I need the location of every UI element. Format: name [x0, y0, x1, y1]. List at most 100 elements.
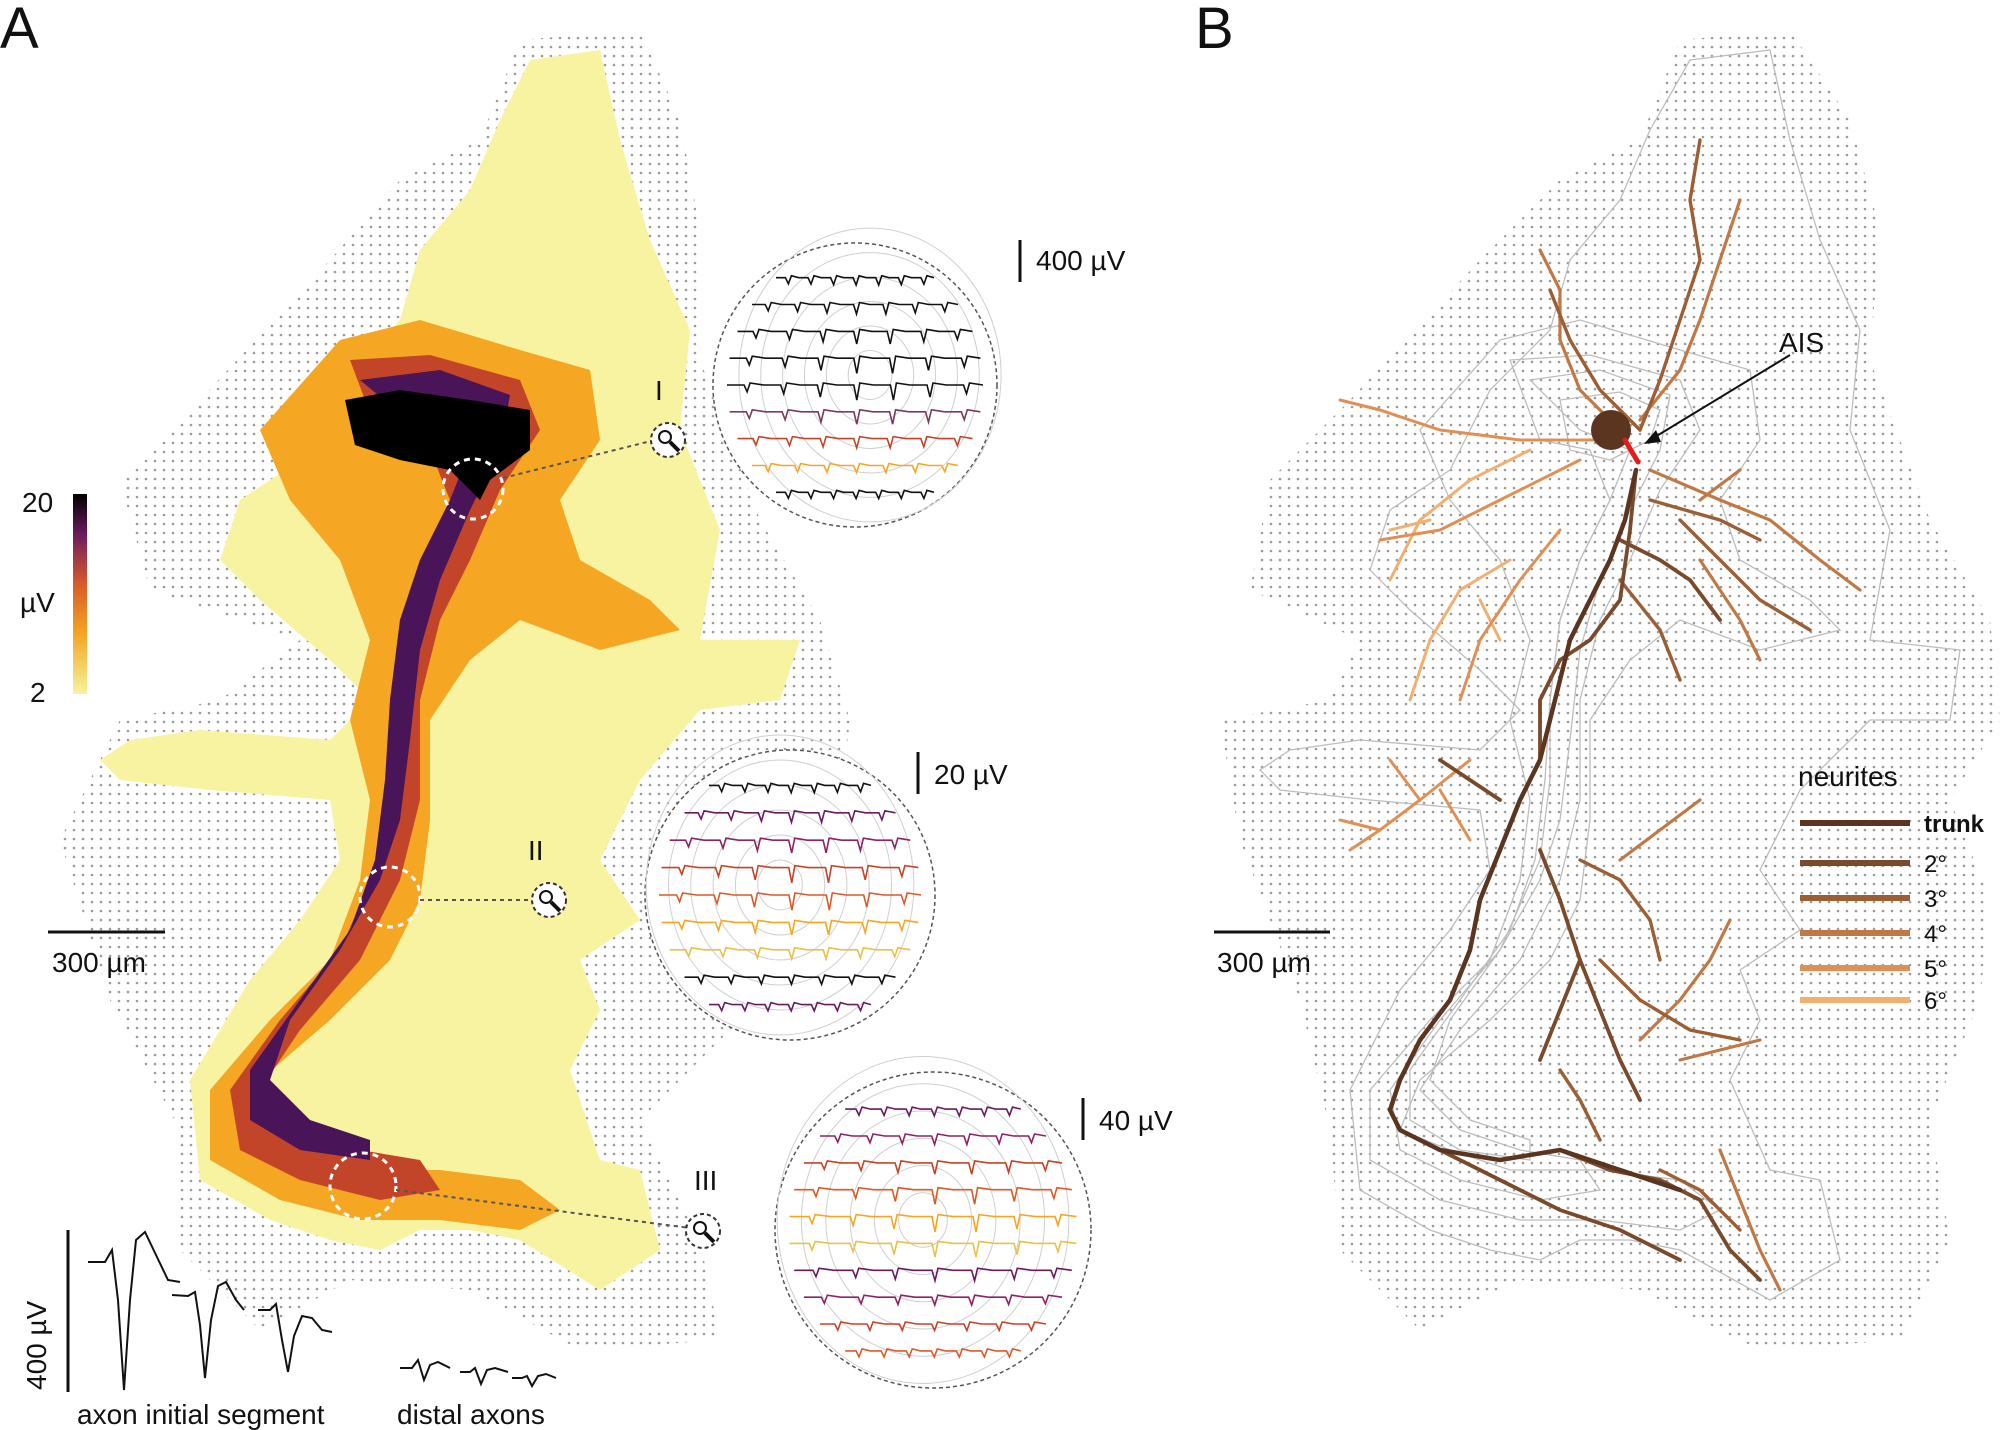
soma — [1591, 410, 1631, 450]
inset-label-ii: II — [528, 835, 544, 866]
scale-bar-a-label: 300 µm — [52, 947, 146, 978]
legend-label-6: 6° — [1924, 988, 1947, 1015]
heatmap-layer-mid — [210, 320, 680, 1230]
inset-trace-row — [661, 864, 919, 883]
legend-label-2: 2° — [1924, 851, 1947, 878]
inset-trace-row — [729, 408, 981, 426]
inset-i-scale-label: 400 µV — [1036, 245, 1126, 276]
inset-trace-row — [789, 1213, 1077, 1233]
heatmap-layer-peak — [250, 370, 510, 1160]
legend-item: trunk — [1800, 811, 1985, 838]
colorbar-min-label: 2 — [30, 677, 46, 708]
inset-trace-row — [794, 1186, 1072, 1205]
inset-ii-scale-label: 20 µV — [934, 759, 1008, 790]
panel-b-letter: B — [1195, 0, 1234, 61]
legend-item: 6° — [1800, 988, 1947, 1015]
inset-contour-line — [776, 1056, 1070, 1384]
inset-contour-line — [667, 759, 893, 1011]
neurites-3rd-order — [1548, 138, 1812, 1232]
legend-label-3: 3° — [1924, 886, 1947, 913]
inset-ii-traces — [645, 734, 922, 1036]
roi-circle-i — [441, 457, 505, 521]
inset-contour-line — [645, 734, 915, 1036]
inset-trace-row — [845, 1106, 1021, 1119]
inset-trace-row — [737, 328, 973, 345]
inset-trace-row — [684, 809, 896, 826]
legend-item: 4° — [1800, 921, 1947, 948]
inset-contour-line — [898, 1192, 948, 1248]
inset-iii-traces — [776, 1056, 1077, 1384]
ais-label: axon initial segment — [77, 1399, 325, 1430]
magnifier-icon — [650, 422, 686, 458]
neurites-5th-order — [1338, 398, 1602, 852]
distal-axons-label: distal axons — [397, 1399, 545, 1430]
legend-label-4: 4° — [1924, 921, 1947, 948]
heatmap-layer-high — [230, 355, 540, 1200]
inset-trace-row — [804, 1294, 1063, 1308]
inset-trace-row — [684, 974, 896, 987]
colorbar-max-label: 20 — [22, 487, 53, 518]
inset-contour-line — [825, 1110, 1021, 1330]
inset-trace-row — [776, 489, 935, 501]
inset-contour-line — [734, 834, 826, 936]
inset-trace-row — [752, 462, 959, 475]
inset-contour-line — [800, 1083, 1046, 1357]
inset-contour-line — [847, 350, 893, 400]
inset-trace-row — [669, 837, 911, 854]
inset-iii — [774, 1056, 1092, 1389]
distal-waveform-2 — [460, 1366, 509, 1387]
connector-iii — [395, 1189, 691, 1229]
inset-contour-line — [757, 859, 803, 911]
legend-item: 2° — [1800, 851, 1947, 878]
inset-trace-row — [845, 1347, 1021, 1360]
roi-circle-ii — [358, 865, 422, 929]
heatmap-layer-max — [345, 390, 530, 500]
neurite-legend: neurites trunk 2° 3° 4° 5° — [1798, 761, 1985, 1015]
inset-iii-scale-label: 40 µV — [1099, 1105, 1173, 1136]
inset-trace-row — [729, 355, 981, 374]
roi-circle-iii — [328, 1151, 398, 1221]
inset-trace-row — [661, 919, 919, 936]
axon-heatmap — [100, 50, 800, 1290]
legend-item: 5° — [1800, 956, 1947, 983]
scale-bar-b-label: 300 µm — [1217, 947, 1311, 978]
connector-i — [502, 439, 656, 479]
ais-arrowhead-icon — [1644, 430, 1661, 444]
ais-arrow — [1649, 354, 1791, 441]
magnifier-icon — [531, 882, 567, 918]
waveform-scale-label: 400 µV — [21, 1300, 52, 1390]
inset-trace-row — [709, 1001, 872, 1013]
panel-b: B — [1195, 0, 2000, 1350]
legend-title: neurites — [1798, 761, 1898, 792]
ais-marker — [1622, 437, 1641, 465]
legend-label-trunk: trunk — [1924, 811, 1985, 838]
inset-contour-line — [712, 809, 848, 961]
inset-trace-row — [709, 782, 872, 796]
inset-i — [712, 227, 1002, 528]
inset-trace-row — [727, 382, 984, 401]
inset-contour-line — [873, 1165, 973, 1275]
inset-contour-line — [803, 301, 937, 449]
inset-contour-line — [849, 1137, 997, 1303]
neurites-2nd-order — [1438, 468, 1762, 1282]
inset-i-traces — [727, 227, 1002, 523]
ais-waveform-1 — [88, 1230, 181, 1391]
inset-trace-row — [804, 1160, 1063, 1176]
neurites-4th-order — [1538, 198, 1862, 1292]
panel-a: A — [0, 0, 1173, 1430]
inset-trace-row — [820, 1321, 1047, 1333]
legend-item: 3° — [1800, 886, 1947, 913]
inset-contour-line — [825, 325, 915, 425]
colorbar — [73, 494, 87, 694]
legend-label-5: 5° — [1924, 956, 1947, 983]
magnifier-icon — [685, 1213, 721, 1249]
panel-a-letter: A — [0, 0, 39, 61]
inset-trace-row — [669, 946, 911, 962]
inset-trace-row — [659, 892, 922, 911]
ais-callout-label: AIS — [1779, 327, 1824, 358]
inset-trace-row — [820, 1133, 1047, 1148]
inset-label-i: I — [655, 375, 663, 406]
inset-trace-row — [737, 435, 973, 451]
colorbar-unit-label: µV — [20, 587, 55, 618]
